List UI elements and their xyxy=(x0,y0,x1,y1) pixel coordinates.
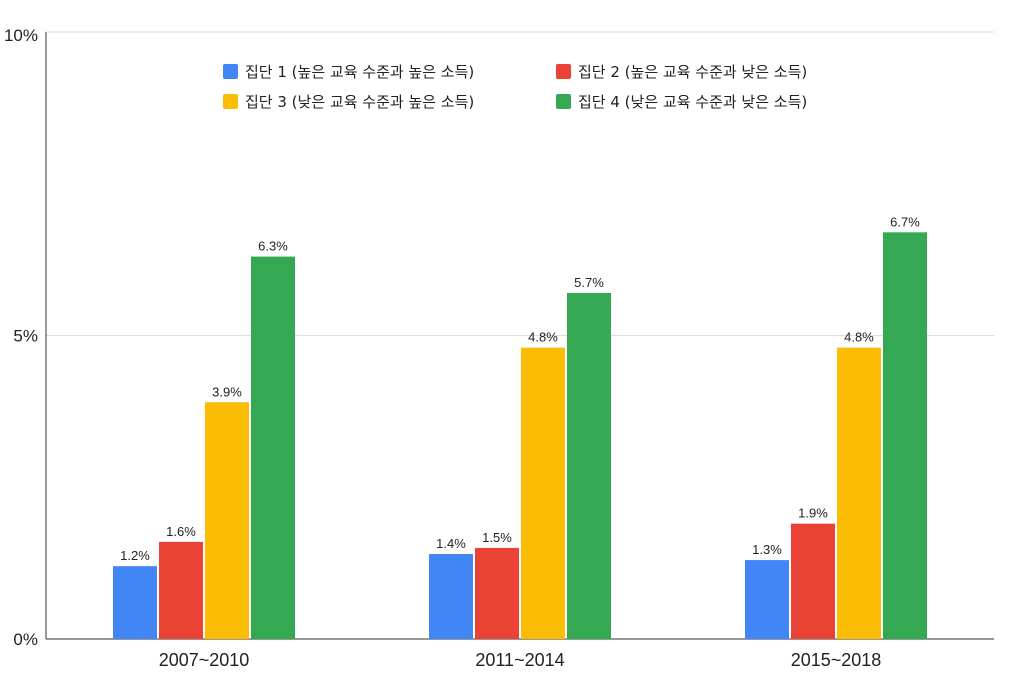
legend-item-4: 집단 4 (낮은 교육 수준과 낮은 소득) xyxy=(556,93,807,111)
bar-series-4-2011~2014 xyxy=(567,293,611,639)
legend: 집단 1 (높은 교육 수준과 높은 소득) 집단 2 (높은 교육 수준과 낮은… xyxy=(223,63,807,111)
bar-series-4-2015~2018 xyxy=(883,232,927,639)
data-label: 1.6% xyxy=(166,524,196,539)
bar-series-4-2007~2010 xyxy=(251,256,295,639)
data-label: 3.9% xyxy=(212,384,242,399)
legend-swatch xyxy=(556,64,571,79)
bar-series-1-2011~2014 xyxy=(429,554,473,639)
bar-series-1-2007~2010 xyxy=(113,566,157,639)
bar-series-1-2015~2018 xyxy=(745,560,789,639)
bar-series-2-2015~2018 xyxy=(791,523,835,639)
legend-label: 집단 1 (높은 교육 수준과 높은 소득) xyxy=(245,63,474,81)
legend-item-1: 집단 1 (높은 교육 수준과 높은 소득) xyxy=(223,63,474,81)
axes: 0% 5% 10% 2007~2010 2011~2014 2015~2018 xyxy=(4,26,994,670)
data-label: 1.5% xyxy=(482,530,512,545)
legend-swatch xyxy=(223,94,238,109)
legend-item-3: 집단 3 (낮은 교육 수준과 높은 소득) xyxy=(223,93,474,111)
data-label: 4.8% xyxy=(844,330,874,345)
data-label: 4.8% xyxy=(528,330,558,345)
y-tick-label: 10% xyxy=(4,26,38,45)
legend-label: 집단 3 (낮은 교육 수준과 높은 소득) xyxy=(245,93,474,111)
x-tick-label: 2007~2010 xyxy=(159,650,250,670)
data-label: 1.4% xyxy=(436,536,466,551)
data-label: 1.9% xyxy=(798,506,828,521)
legend-item-2: 집단 2 (높은 교육 수준과 낮은 소득) xyxy=(556,63,807,81)
data-label: 6.3% xyxy=(258,239,288,254)
bars xyxy=(113,232,927,639)
bar-series-2-2007~2010 xyxy=(159,541,203,639)
legend-label: 집단 4 (낮은 교육 수준과 낮은 소득) xyxy=(578,93,807,111)
gridlines xyxy=(46,31,994,336)
data-labels: 1.2% 1.6% 3.9% 6.3% 1.4% 1.5% 4.8% 5.7% 1.3% 1.9%… xyxy=(120,214,920,563)
x-tick-label: 2011~2014 xyxy=(475,650,564,670)
data-label: 6.7% xyxy=(890,214,920,229)
x-tick-label: 2015~2018 xyxy=(791,650,882,670)
bar-series-3-2015~2018 xyxy=(837,347,881,639)
y-tick-label: 5% xyxy=(13,327,38,346)
data-label: 1.2% xyxy=(120,548,150,563)
bar-series-3-2011~2014 xyxy=(521,347,565,639)
legend-swatch xyxy=(223,64,238,79)
legend-label: 집단 2 (높은 교육 수준과 낮은 소득) xyxy=(578,63,807,81)
data-label: 5.7% xyxy=(574,275,604,290)
y-tick-label: 0% xyxy=(13,630,38,649)
data-label: 1.3% xyxy=(752,542,782,557)
bar-series-3-2007~2010 xyxy=(205,402,249,639)
legend-swatch xyxy=(556,94,571,109)
bar-series-2-2011~2014 xyxy=(475,547,519,639)
